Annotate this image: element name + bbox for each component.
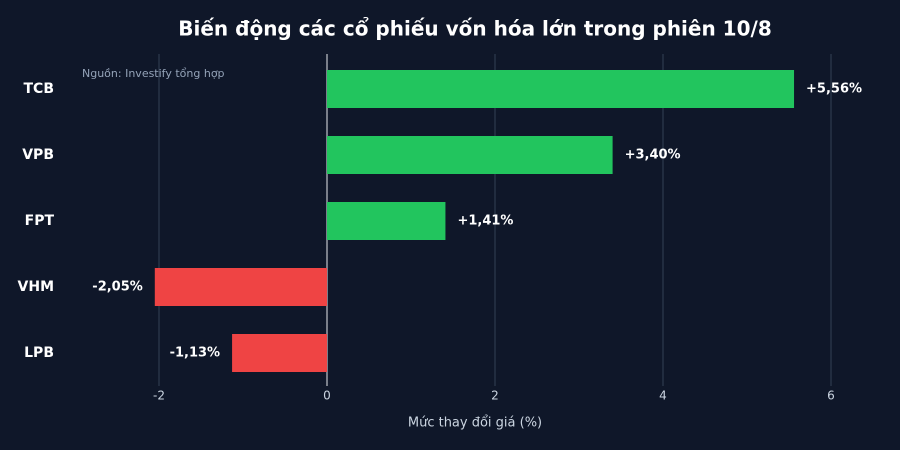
value-label: +1,41% bbox=[457, 214, 513, 229]
x-tick-label: 4 bbox=[659, 389, 667, 403]
value-label: +3,40% bbox=[625, 148, 681, 163]
x-tick-label: 6 bbox=[827, 389, 835, 403]
x-tick-label: 0 bbox=[323, 389, 331, 403]
y-tick-label: VPB bbox=[22, 147, 54, 163]
x-tick-label: 2 bbox=[491, 389, 499, 403]
y-tick-label: FPT bbox=[25, 213, 55, 229]
source-note: Nguồn: Investify tổng hợp bbox=[82, 67, 225, 80]
bar bbox=[154, 268, 327, 306]
value-label: -1,13% bbox=[170, 346, 221, 361]
y-tick-label: VHM bbox=[18, 279, 54, 295]
value-label: +5,56% bbox=[806, 82, 862, 97]
x-axis-label: Mức thay đổi giá (%) bbox=[408, 416, 542, 431]
chart-title: Biến động các cổ phiếu vốn hóa lớn trong… bbox=[178, 17, 771, 41]
value-label: -2,05% bbox=[92, 280, 143, 295]
bar bbox=[327, 70, 795, 108]
y-tick-label: LPB bbox=[24, 345, 54, 361]
y-tick-label: TCB bbox=[24, 81, 55, 97]
x-tick-label: -2 bbox=[153, 389, 165, 403]
bar bbox=[232, 334, 327, 372]
bar bbox=[327, 136, 613, 174]
bar bbox=[327, 202, 446, 240]
